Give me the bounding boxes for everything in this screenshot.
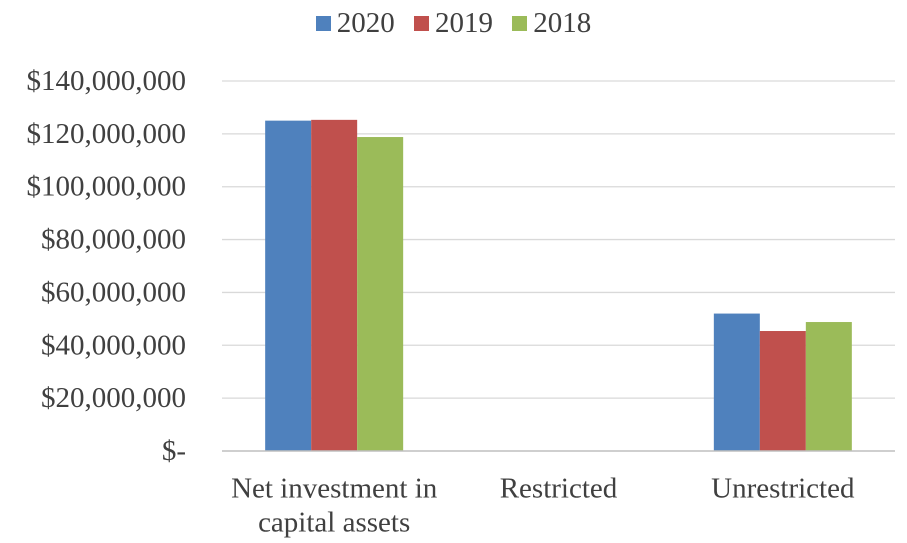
- legend-item-2018: 2018: [512, 7, 591, 40]
- legend-item-2019: 2019: [414, 7, 493, 40]
- y-tick-label: $20,000,000: [41, 382, 186, 414]
- bar: [357, 137, 403, 451]
- legend-swatch-2018: [512, 16, 527, 31]
- y-tick-label: $-: [162, 435, 186, 467]
- legend-label-2019: 2019: [435, 7, 493, 40]
- x-tick-label: Net investment in: [231, 473, 438, 505]
- y-tick-label: $140,000,000: [27, 65, 187, 97]
- chart-legend: 2020 2019 2018: [0, 6, 907, 40]
- legend-swatch-2020: [316, 16, 331, 31]
- y-tick-label: $120,000,000: [27, 118, 187, 150]
- y-tick-label: $80,000,000: [41, 224, 186, 256]
- bar: [760, 331, 806, 451]
- legend-item-2020: 2020: [316, 7, 395, 40]
- legend-label-2018: 2018: [533, 7, 591, 40]
- x-tick-label: Unrestricted: [711, 473, 855, 505]
- bar: [714, 314, 760, 451]
- bar: [806, 322, 852, 451]
- legend-swatch-2019: [414, 16, 429, 31]
- bar: [311, 120, 357, 451]
- legend-label-2020: 2020: [337, 7, 395, 40]
- y-tick-label: $60,000,000: [41, 276, 186, 308]
- y-tick-label: $100,000,000: [27, 171, 187, 203]
- bar: [265, 121, 311, 451]
- x-tick-label: capital assets: [258, 507, 410, 538]
- x-tick-label: Restricted: [500, 473, 618, 505]
- y-tick-label: $40,000,000: [41, 329, 186, 361]
